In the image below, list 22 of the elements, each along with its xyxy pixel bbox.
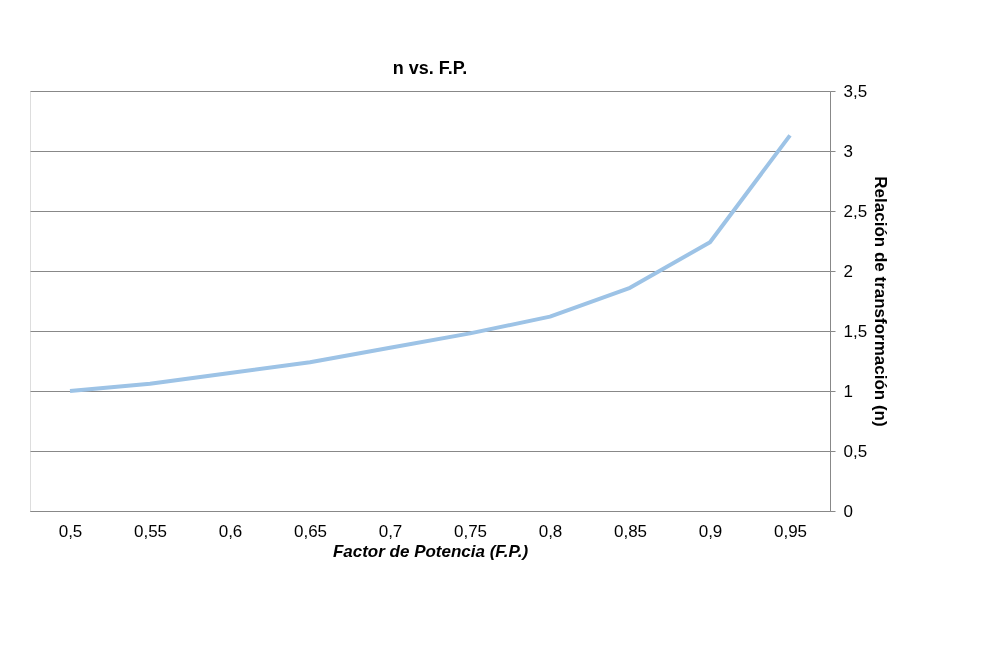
y-tick-label: 2	[843, 261, 853, 281]
x-tick-label: 0,55	[133, 521, 168, 541]
x-tick-label: 0,8	[538, 521, 563, 541]
y-tick-label: 1,5	[843, 321, 868, 341]
y-tick-label: 0,5	[843, 441, 868, 461]
y-axis-title: Relación de transformación (n)	[871, 176, 891, 427]
y-tick-label: 1	[843, 381, 853, 401]
line-series	[68, 133, 792, 393]
x-tick-label: 0,6	[218, 521, 243, 541]
x-tick-label: 0,75	[453, 521, 488, 541]
x-tick-label: 0,65	[293, 521, 328, 541]
y-tick-label: 3	[843, 141, 853, 161]
x-axis-title: Factor de Potencia (F.P.)	[332, 541, 529, 561]
x-tick-label: 0,9	[698, 521, 723, 541]
y-tick-label: 2,5	[843, 201, 868, 221]
x-tick-label: 0,5	[58, 521, 83, 541]
y-tick-label: 0	[843, 501, 853, 521]
x-tick-label: 0,85	[613, 521, 648, 541]
x-tick-label: 0,95	[773, 521, 808, 541]
y-tick-label: 3,5	[843, 81, 868, 101]
chart-title: n vs. F.P.	[392, 58, 468, 78]
x-tick-label: 0,7	[378, 521, 403, 541]
